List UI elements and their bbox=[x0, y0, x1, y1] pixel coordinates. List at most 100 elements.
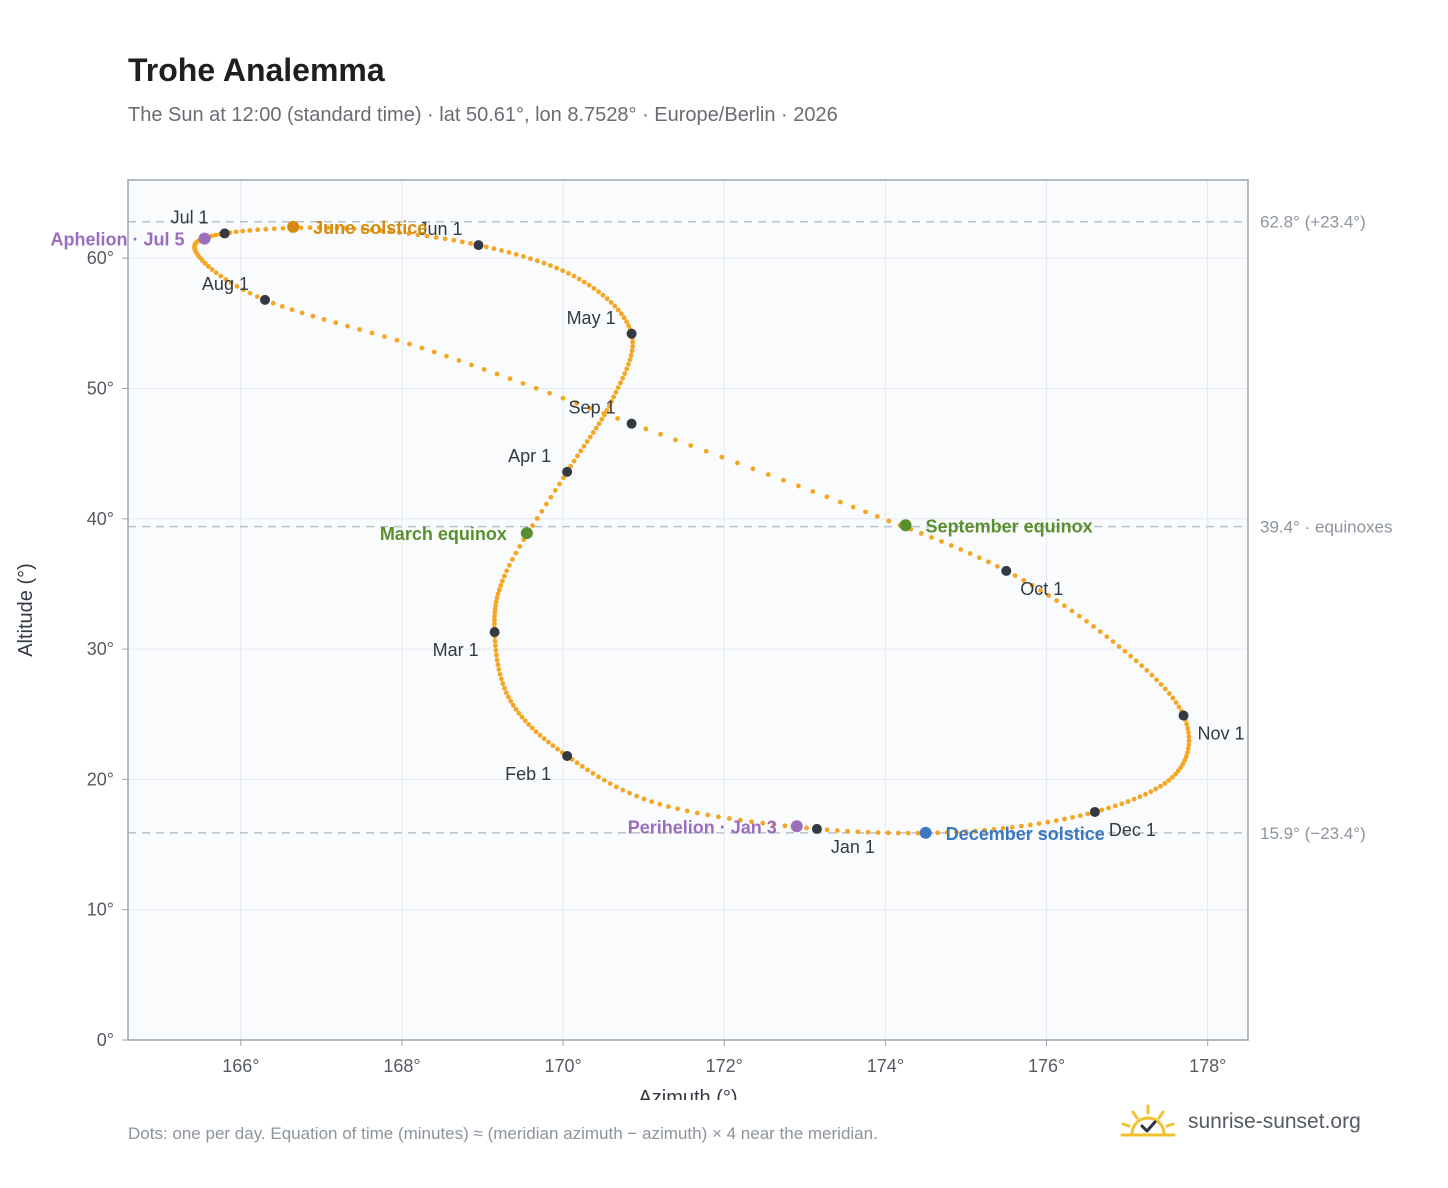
month-label: May 1 bbox=[567, 308, 616, 328]
daily-dot bbox=[688, 443, 694, 448]
daily-dot bbox=[1180, 761, 1186, 767]
daily-dot bbox=[612, 303, 618, 309]
daily-dot bbox=[948, 543, 954, 548]
daily-dot bbox=[213, 270, 219, 276]
daily-dot bbox=[547, 390, 552, 396]
daily-dot bbox=[469, 362, 474, 368]
daily-dot bbox=[944, 830, 950, 835]
event-label: December solstice bbox=[946, 824, 1105, 844]
daily-dot bbox=[271, 226, 277, 232]
daily-dot bbox=[750, 466, 756, 472]
daily-dot bbox=[1110, 639, 1116, 645]
month-label: Aug 1 bbox=[202, 274, 249, 294]
reference-line-label: 15.9° (−23.4°) bbox=[1260, 824, 1366, 843]
daily-dot bbox=[516, 710, 522, 716]
daily-dot bbox=[431, 349, 437, 355]
daily-dot bbox=[581, 443, 587, 449]
daily-dot bbox=[233, 229, 239, 235]
daily-dot bbox=[1131, 796, 1137, 802]
daily-dot bbox=[316, 225, 322, 231]
daily-dot bbox=[325, 225, 331, 231]
daily-dot bbox=[526, 722, 532, 727]
daily-dot bbox=[543, 501, 549, 507]
daily-dot bbox=[299, 310, 305, 316]
daily-dot bbox=[574, 400, 579, 406]
daily-dot bbox=[703, 448, 709, 454]
month-markers: Jan 1 Feb 1 Mar 1 Apr 1 May 1 Jun 1 Jul 1 Aug 1… bbox=[171, 207, 1245, 856]
daily-dot bbox=[1097, 629, 1103, 634]
daily-dot bbox=[1153, 786, 1159, 792]
x-tick-label: 172° bbox=[706, 1056, 743, 1076]
daily-dot bbox=[804, 825, 809, 831]
daily-dot bbox=[863, 509, 868, 515]
daily-dot bbox=[771, 822, 777, 827]
daily-dot bbox=[254, 294, 260, 299]
daily-dot bbox=[491, 246, 497, 252]
daily-dot bbox=[513, 550, 519, 556]
daily-dot bbox=[624, 366, 630, 372]
daily-dot bbox=[749, 819, 754, 825]
month-label: Jul 1 bbox=[171, 207, 209, 227]
daily-dot bbox=[1062, 816, 1067, 822]
daily-dot bbox=[626, 361, 631, 367]
daily-dot bbox=[715, 814, 721, 820]
daily-dot bbox=[456, 358, 462, 363]
daily-dot bbox=[585, 767, 590, 773]
daily-dot bbox=[1143, 791, 1148, 797]
daily-dot bbox=[613, 389, 619, 395]
daily-dot bbox=[905, 830, 911, 836]
daily-dot bbox=[321, 317, 327, 322]
daily-dot bbox=[587, 434, 593, 440]
daily-dot bbox=[481, 367, 487, 372]
daily-dot bbox=[994, 563, 1000, 569]
daily-dot bbox=[726, 816, 732, 821]
daily-dot bbox=[557, 481, 562, 487]
daily-dot bbox=[534, 258, 540, 264]
daily-dot bbox=[590, 770, 596, 776]
daily-dot bbox=[613, 784, 619, 790]
daily-dot bbox=[223, 277, 229, 282]
daily-dot bbox=[433, 235, 439, 240]
x-tick-label: 176° bbox=[1028, 1056, 1065, 1076]
daily-dot bbox=[1166, 691, 1172, 696]
daily-dot bbox=[1154, 677, 1159, 683]
daily-dot bbox=[1000, 825, 1006, 831]
month-label: Apr 1 bbox=[508, 446, 551, 466]
daily-dot bbox=[620, 375, 626, 381]
daily-dot bbox=[502, 573, 507, 579]
daily-dot bbox=[360, 226, 366, 232]
daily-dot bbox=[976, 555, 982, 561]
daily-dot bbox=[528, 256, 533, 262]
daily-dot bbox=[537, 732, 543, 738]
daily-dot bbox=[520, 381, 526, 386]
y-axis-title: Altitude (°) bbox=[15, 563, 37, 657]
daily-dot bbox=[378, 228, 384, 234]
daily-dot bbox=[560, 268, 566, 274]
daily-dot bbox=[496, 587, 502, 593]
daily-dot bbox=[483, 244, 489, 250]
daily-dot bbox=[1137, 794, 1143, 800]
daily-dot bbox=[307, 225, 313, 231]
daily-dot bbox=[627, 790, 632, 796]
daily-dot bbox=[289, 307, 295, 313]
daily-dot bbox=[255, 227, 261, 233]
daily-dot bbox=[234, 283, 240, 289]
daily-dot bbox=[615, 416, 621, 421]
daily-dot bbox=[591, 286, 597, 291]
daily-dot bbox=[634, 793, 639, 799]
month-label: Feb 1 bbox=[505, 764, 551, 784]
daily-dot bbox=[986, 559, 991, 565]
daily-dot bbox=[596, 421, 602, 427]
daily-dot bbox=[541, 260, 547, 266]
daily-dot bbox=[492, 643, 498, 649]
brand-logo[interactable]: sunrise-sunset.org bbox=[1120, 1102, 1361, 1142]
daily-dot bbox=[566, 270, 571, 276]
daily-dot bbox=[334, 225, 340, 231]
daily-dot bbox=[213, 232, 218, 238]
daily-dot bbox=[658, 431, 663, 437]
x-tick-label: 178° bbox=[1189, 1056, 1226, 1076]
daily-dot bbox=[1012, 573, 1018, 579]
daily-dot bbox=[263, 226, 269, 232]
event-marker bbox=[287, 220, 300, 233]
daily-dot bbox=[626, 323, 632, 329]
